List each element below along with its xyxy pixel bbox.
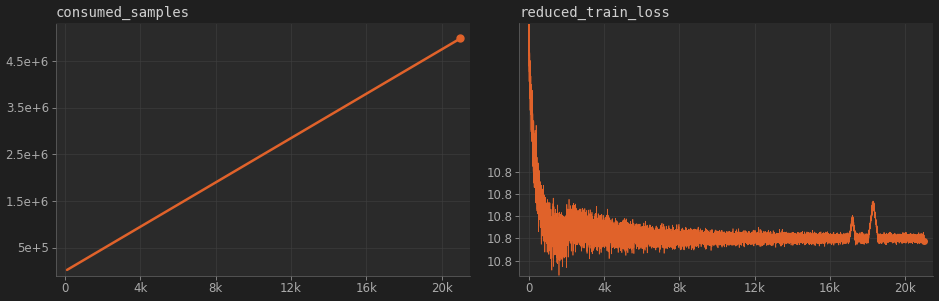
Text: consumed_samples: consumed_samples [55,5,190,20]
Text: reduced_train_loss: reduced_train_loss [519,5,670,20]
